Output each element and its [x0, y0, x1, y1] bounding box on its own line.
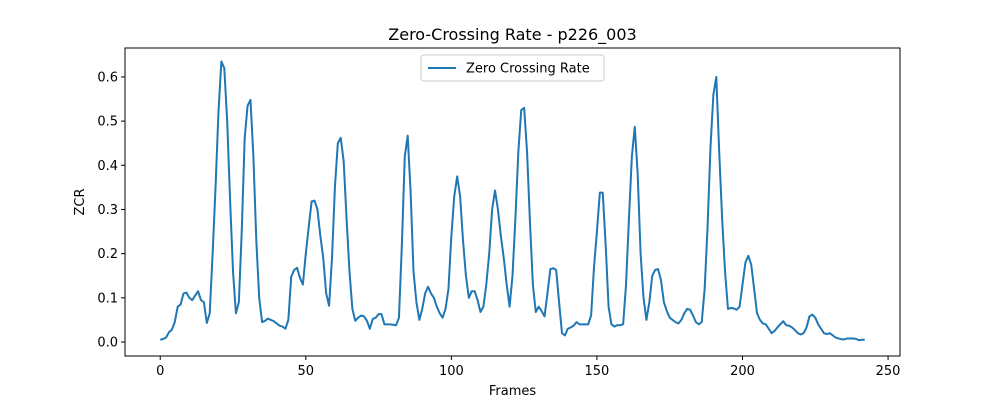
legend-entry-zero-crossing-rate: Zero Crossing Rate	[466, 62, 590, 77]
x-tick-label: 250	[876, 364, 901, 379]
legend-box	[420, 54, 605, 82]
x-tick-label: 150	[585, 364, 610, 379]
y-tick-label: 0.2	[97, 247, 118, 262]
x-tick-label: 0	[156, 364, 164, 379]
y-tick-label: 0.0	[97, 335, 118, 350]
y-tick-label: 0.3	[97, 203, 118, 218]
y-tick-label: 0.1	[97, 291, 118, 306]
y-axis-ticks: 0.0 0.1 0.2 0.3 0.4 0.5 0.6	[97, 70, 125, 350]
x-tick-label: 200	[730, 364, 755, 379]
plot-area: 0 50 100 150 200 250 0.0 0.1 0.2 0.3 0.4 0.5 0.6	[97, 47, 901, 379]
y-tick-label: 0.4	[97, 159, 118, 174]
plot-frame	[124, 47, 901, 357]
plot-background	[125, 48, 900, 356]
y-tick-label: 0.5	[97, 115, 118, 130]
series-line-zero-crossing-rate	[159, 60, 865, 342]
chart-title: Zero-Crossing Rate - p226_003	[388, 25, 636, 45]
legend: Zero Crossing Rate	[420, 54, 605, 82]
x-axis-label: Frames	[489, 384, 537, 399]
y-tick-label: 0.6	[97, 70, 118, 85]
x-tick-label: 100	[439, 364, 464, 379]
x-tick-label: 50	[298, 364, 315, 379]
y-axis-label: ZCR	[73, 188, 88, 215]
x-axis-ticks: 0 50 100 150 200 250	[156, 356, 900, 379]
